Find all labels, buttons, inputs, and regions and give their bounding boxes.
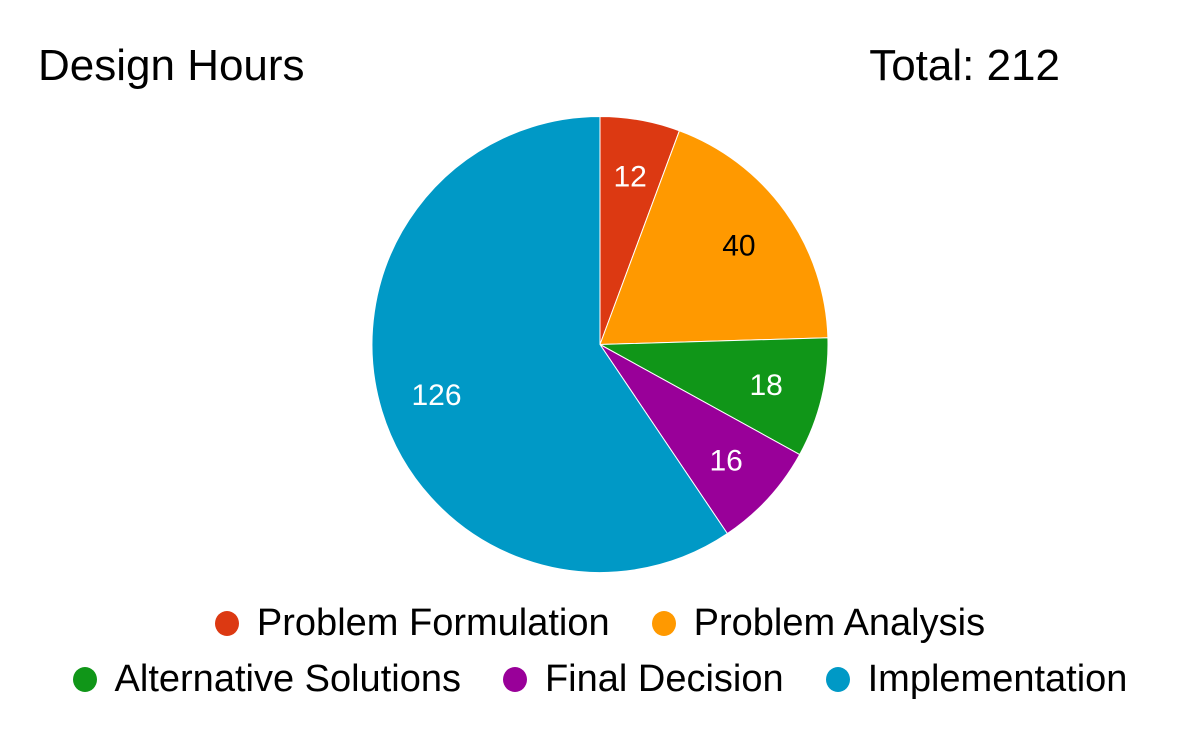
legend-row-2: Alternative Solutions Final Decision Imp…	[72, 654, 1128, 704]
pie-slice-problem-analysis[interactable]	[599, 130, 829, 346]
pie-slice-alternative-solutions[interactable]	[598, 337, 829, 456]
slice-value-label: 16	[710, 444, 743, 477]
legend-row-1: Problem Formulation Problem Analysis	[214, 598, 986, 648]
slice-value-label: 40	[722, 229, 755, 262]
chart-total-label: Total: 212	[869, 41, 1060, 90]
slice-value-label: 126	[411, 379, 461, 412]
legend-marker-icon	[502, 666, 527, 692]
legend-item-problem-formulation[interactable]: Problem Formulation	[214, 601, 610, 645]
legend-marker-icon	[651, 610, 676, 636]
legend-item-final-decision[interactable]: Final Decision	[502, 657, 784, 701]
legend-marker-icon	[72, 666, 97, 692]
pie-slice-implementation[interactable]	[371, 115, 729, 573]
legend-item-implementation[interactable]: Implementation	[825, 657, 1128, 701]
legend: Problem Formulation Problem Analysis Alt…	[0, 598, 1200, 704]
legend-item-alternative-solutions[interactable]: Alternative Solutions	[72, 657, 461, 701]
pie-slice-final-decision[interactable]	[599, 344, 801, 535]
legend-marker-icon	[825, 666, 850, 692]
legend-label: Problem Analysis	[693, 601, 986, 644]
slice-value-label: 18	[750, 369, 783, 402]
legend-label: Problem Formulation	[256, 601, 610, 644]
legend-marker-icon	[214, 610, 239, 636]
legend-label: Alternative Solutions	[114, 657, 461, 700]
chart-title: Design Hours	[38, 41, 305, 90]
slice-value-label: 12	[614, 161, 647, 194]
legend-label: Final Decision	[544, 657, 784, 700]
legend-label: Implementation	[867, 657, 1128, 700]
legend-item-problem-analysis[interactable]: Problem Analysis	[651, 601, 986, 645]
